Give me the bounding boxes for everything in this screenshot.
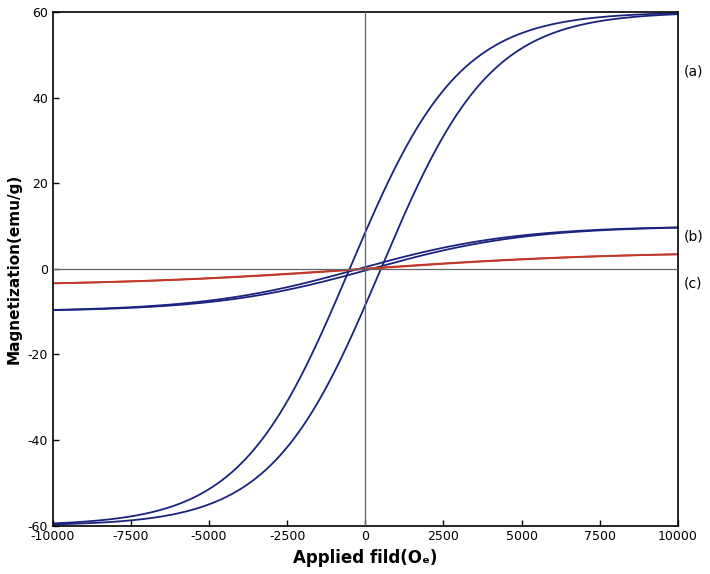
Y-axis label: Magnetization(emu/g): Magnetization(emu/g) <box>7 174 22 364</box>
Text: (a): (a) <box>684 65 704 79</box>
X-axis label: Applied fild(Oₑ): Applied fild(Oₑ) <box>293 549 437 567</box>
Text: (c): (c) <box>684 277 703 291</box>
Text: (b): (b) <box>684 230 704 244</box>
